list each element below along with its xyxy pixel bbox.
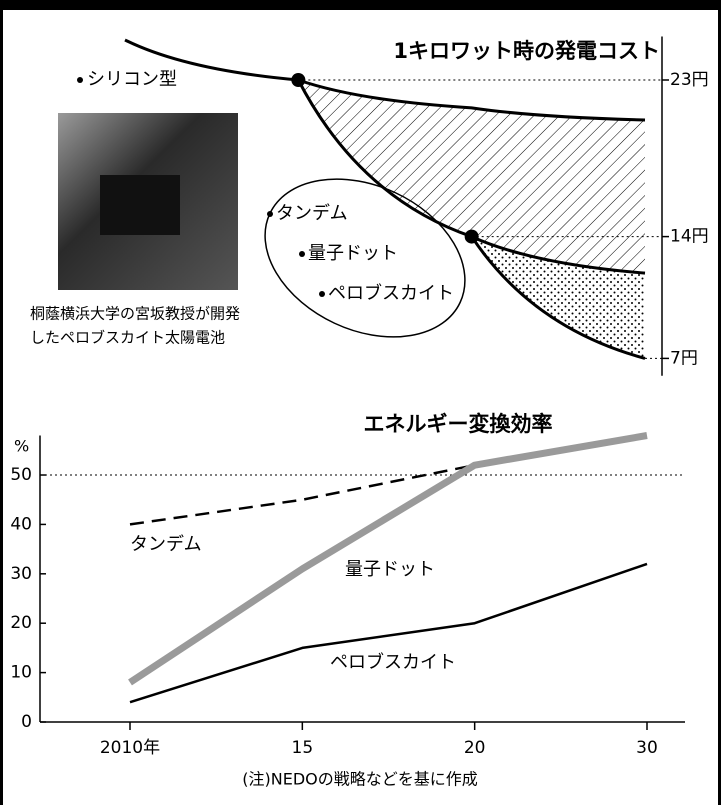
x-tick-label: 15 [292, 738, 314, 758]
group-label: タンデム [276, 203, 348, 224]
y-tick-label: 50 [10, 465, 32, 485]
bullet [319, 291, 325, 297]
group-label: 量子ドット [308, 243, 398, 264]
y-tick-label: 10 [10, 663, 32, 683]
x-tick-label: 30 [636, 738, 658, 758]
chart-title: 1キロワット時の発電コスト [393, 39, 660, 63]
series-label: 量子ドット [345, 559, 435, 580]
bullet [299, 251, 305, 257]
caption: 桐蔭横浜大学の宮坂教授が開発 [30, 305, 240, 323]
y-tick-label: 40 [10, 514, 32, 534]
y-tick-label: 7円 [670, 348, 698, 368]
note: (注)NEDOの戦略などを基に作成 [242, 770, 477, 789]
photo-detail [100, 175, 180, 235]
series-label: シリコン型 [87, 69, 177, 90]
x-tick-label: 20 [464, 738, 486, 758]
chart-title: エネルギー変換効率 [364, 412, 553, 436]
x-tick-label: 2010年 [100, 738, 160, 758]
series-label: ペロブスカイト [330, 651, 456, 673]
bullet [267, 211, 273, 217]
bullet [77, 77, 83, 83]
border [0, 0, 3, 805]
header-bar [0, 0, 721, 10]
y-tick-label: 23円 [670, 70, 709, 90]
series-label: タンデム [130, 534, 202, 555]
y-tick-label: 20 [10, 613, 32, 633]
y-axis-label: % [14, 437, 29, 456]
y-tick-label: 30 [10, 564, 32, 584]
y-tick-label: 14円 [670, 227, 709, 247]
y-tick-label: 0 [21, 712, 32, 732]
chart: 1キロワット時の発電コスト 桐蔭横浜大学の宮坂教授が開発 したペロブスカイト太陽… [0, 0, 721, 805]
branch-point [291, 73, 305, 87]
branch-point [465, 230, 479, 244]
caption: したペロブスカイト太陽電池 [30, 329, 225, 347]
group-label: ペロブスカイト [328, 282, 454, 304]
